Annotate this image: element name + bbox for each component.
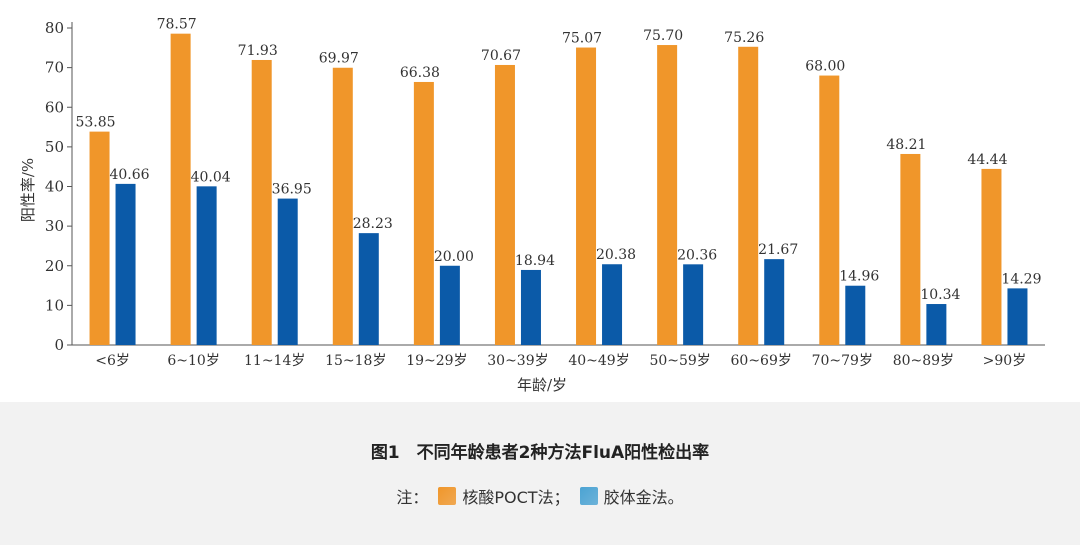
bar-poct — [738, 46, 759, 345]
data-label: 71.93 — [238, 43, 278, 59]
bar-colloidal-gold — [1007, 288, 1028, 345]
data-label: 75.26 — [724, 30, 764, 46]
caption-panel: 图1 不同年龄患者2种方法FluA阳性检出率 注： 核酸POCT法； 胶体金法。 — [0, 402, 1080, 545]
legend-label-colloidal-gold: 胶体金法。 — [603, 488, 684, 507]
bar-poct — [819, 75, 840, 346]
bar-colloidal-gold — [926, 304, 947, 345]
bar-colloidal-gold — [845, 285, 866, 345]
data-label: 14.29 — [1001, 271, 1041, 287]
bar-colloidal-gold — [764, 259, 785, 345]
data-label: 70.67 — [481, 48, 521, 64]
bar-poct — [332, 67, 353, 346]
x-tick-label: 40~49岁 — [568, 353, 629, 369]
data-label: 75.70 — [643, 28, 683, 44]
data-label: 21.67 — [758, 242, 798, 258]
legend-note: 注： 核酸POCT法； 胶体金法。 — [0, 484, 1080, 508]
x-tick-label: 6~10岁 — [167, 353, 219, 369]
data-label: 75.07 — [562, 31, 602, 47]
bar-colloidal-gold — [277, 198, 298, 345]
x-tick-label: <6岁 — [95, 353, 130, 369]
y-tick-label: 60 — [45, 98, 64, 116]
data-label: 14.96 — [839, 269, 879, 285]
bar-colloidal-gold — [196, 186, 217, 345]
bar-colloidal-gold — [439, 265, 460, 345]
y-tick-label: 40 — [45, 178, 64, 196]
x-tick-label: 15~18岁 — [325, 353, 386, 369]
bar-poct — [251, 59, 272, 345]
figure-title: 图1 不同年龄患者2种方法FluA阳性检出率 — [370, 443, 710, 463]
bar-poct — [657, 45, 678, 345]
bar-poct — [900, 153, 921, 345]
bar-colloidal-gold — [683, 264, 704, 345]
data-label: 53.85 — [75, 115, 115, 131]
x-tick-label: >90岁 — [983, 353, 1027, 369]
data-label: 10.34 — [920, 287, 960, 303]
y-tick-label: 20 — [45, 257, 64, 275]
data-label: 28.23 — [353, 216, 393, 232]
x-axis-title: 年龄/岁 — [517, 376, 567, 394]
bar-colloidal-gold — [602, 264, 623, 345]
data-label: 40.04 — [191, 169, 231, 185]
bar-poct — [89, 131, 110, 345]
data-label: 69.97 — [319, 51, 359, 67]
y-tick-label: 30 — [45, 217, 64, 235]
data-label: 44.44 — [967, 152, 1007, 168]
bar-poct — [981, 168, 1002, 345]
x-tick-label: 70~79岁 — [812, 353, 873, 369]
x-tick-label: 30~39岁 — [487, 353, 548, 369]
bar-chart: 0 10 20 30 40 50 60 70 80 <6岁 6~10岁 11~14岁 15~18岁 19~… — [19, 16, 1045, 394]
data-label: 78.57 — [157, 17, 197, 33]
y-tick-label: 10 — [45, 296, 64, 314]
data-label: 68.00 — [805, 59, 845, 75]
y-tick-label: 50 — [45, 138, 64, 156]
bar-colloidal-gold — [520, 269, 541, 345]
x-tick-label: 19~29岁 — [406, 353, 467, 369]
data-label: 48.21 — [886, 137, 926, 153]
bar-poct — [494, 64, 515, 345]
legend-swatch-colloidal-gold — [579, 487, 598, 505]
data-label: 20.36 — [677, 247, 717, 263]
x-tick-label: 11~14岁 — [244, 353, 305, 369]
data-label: 20.38 — [596, 247, 636, 263]
note-prefix: 注： — [396, 488, 429, 507]
data-labels: 53.85 40.66 78.57 40.04 71.93 36.95 69.97 28.23… — [75, 17, 1041, 303]
y-tick-label: 70 — [45, 59, 64, 77]
y-axis-title: 阳性率/% — [19, 158, 37, 222]
y-tick-label: 0 — [54, 336, 64, 354]
x-tick-label: 60~69岁 — [731, 353, 792, 369]
bar-poct — [170, 33, 191, 345]
bar-colloidal-gold — [115, 183, 136, 345]
legend-swatch-poct — [438, 487, 457, 505]
bar-colloidal-gold — [358, 233, 379, 345]
x-tick-label: 80~89岁 — [893, 353, 954, 369]
data-label: 18.94 — [515, 253, 555, 269]
bars — [89, 33, 1028, 346]
data-label: 20.00 — [434, 249, 474, 265]
data-label: 40.66 — [109, 167, 149, 183]
y-tick-label: 80 — [45, 19, 64, 37]
bar-poct — [576, 47, 597, 345]
axes: 0 10 20 30 40 50 60 70 80 <6岁 6~10岁 11~14岁 15~18岁 19~… — [45, 19, 1045, 369]
data-label: 66.38 — [400, 65, 440, 81]
x-tick-label: 50~59岁 — [649, 353, 710, 369]
bar-poct — [413, 81, 434, 346]
legend-label-poct: 核酸POCT法； — [462, 488, 570, 507]
data-label: 36.95 — [272, 182, 312, 198]
